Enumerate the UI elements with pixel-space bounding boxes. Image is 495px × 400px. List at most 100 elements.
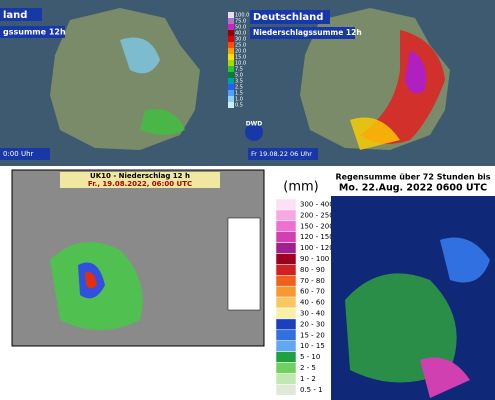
subtitle-box bbox=[250, 27, 355, 39]
legend-label: 100 - 120 bbox=[300, 244, 334, 252]
subtitle: gssumme 12h bbox=[3, 28, 66, 37]
legend-swatch bbox=[275, 362, 297, 374]
legend-label: 0.5 - 1 bbox=[300, 386, 323, 394]
subtitle-box bbox=[0, 26, 65, 38]
legend-label: 90 - 100 bbox=[300, 255, 329, 263]
legend-swatch bbox=[228, 84, 234, 90]
title-box bbox=[331, 170, 495, 196]
rain-area bbox=[345, 273, 457, 383]
title: Deutschland bbox=[253, 12, 323, 23]
legend-swatch bbox=[228, 60, 234, 66]
legend-label: 5 - 10 bbox=[300, 353, 320, 361]
legend-swatch bbox=[275, 209, 297, 222]
legend-swatch bbox=[228, 72, 234, 78]
legend-swatch bbox=[228, 30, 234, 36]
time: 0:00 Uhr bbox=[3, 150, 34, 158]
legend-label: 5.0 bbox=[235, 73, 243, 79]
legend-swatch bbox=[228, 12, 234, 18]
subtitle: Niederschlagssumme 12h bbox=[253, 28, 362, 37]
subtitle: Mo. 22.Aug. 2022 0600 UTC bbox=[339, 183, 487, 194]
time-box bbox=[248, 148, 318, 160]
title-box bbox=[250, 10, 330, 24]
legend-swatch bbox=[275, 231, 297, 243]
legend-swatch bbox=[275, 275, 297, 287]
legend-label: 50.0 bbox=[235, 25, 246, 31]
time: Fr 19.08.22 06 Uhr bbox=[251, 150, 312, 158]
legend-label: 1.0 bbox=[235, 97, 243, 103]
legend-label: 10 - 15 bbox=[300, 342, 325, 350]
legend-label: 1.5 bbox=[235, 91, 243, 97]
legend-label: 150 - 200 bbox=[300, 222, 334, 230]
logo: DWD bbox=[246, 121, 263, 128]
rain-area bbox=[440, 237, 490, 283]
legend-swatch bbox=[275, 198, 297, 211]
title: UK10 - Niederschlag 12 h bbox=[90, 172, 190, 180]
legend-swatch bbox=[228, 18, 234, 24]
legend-label: 1 - 2 bbox=[300, 375, 316, 383]
legend-swatch bbox=[275, 307, 297, 320]
legend-swatch bbox=[275, 373, 297, 385]
title: Regensumme über 72 Stunden bis bbox=[335, 173, 490, 182]
rain-area bbox=[85, 271, 97, 289]
legend-label: 20.0 bbox=[235, 49, 246, 55]
legend-swatch bbox=[228, 24, 234, 30]
legend-label: 100.0 bbox=[235, 13, 249, 19]
legend-label: 300 - 400 bbox=[300, 201, 334, 209]
legend-label: 80 - 90 bbox=[300, 266, 325, 274]
rain-area bbox=[120, 37, 160, 74]
legend-swatch bbox=[275, 285, 297, 298]
legend-label: 200 - 250 bbox=[300, 211, 334, 219]
subtitle: Fr., 19.08.2022, 06:00 UTC bbox=[88, 180, 192, 188]
legend: 100.075.050.040.030.025.020.015.010.07.5… bbox=[228, 12, 249, 109]
legend: 300 - 400 200 - 250 150 - 200 120 - 150 100 … bbox=[275, 198, 334, 396]
legend-swatch bbox=[228, 36, 234, 42]
rain-area bbox=[360, 30, 445, 144]
legend-swatch bbox=[228, 102, 234, 108]
legend-swatch bbox=[275, 296, 297, 309]
rain-area bbox=[140, 109, 185, 135]
legend-label: 15 - 20 bbox=[300, 331, 325, 339]
legend-swatch bbox=[275, 351, 297, 363]
legend-swatch bbox=[275, 220, 297, 232]
legend-swatch bbox=[275, 329, 297, 341]
rain-area bbox=[350, 117, 400, 150]
legend-label: 2 - 5 bbox=[300, 364, 316, 372]
legend-swatch bbox=[228, 54, 234, 60]
legend-label: 40.0 bbox=[235, 31, 246, 37]
legend-label: 75.0 bbox=[235, 19, 246, 25]
legend-label: 60 - 70 bbox=[300, 288, 325, 296]
legend-label: 10.0 bbox=[235, 61, 246, 67]
legend-label: 70 - 80 bbox=[300, 277, 325, 285]
legend-label: 7.5 bbox=[235, 67, 243, 73]
legend-swatch bbox=[275, 253, 297, 265]
legend-swatch bbox=[275, 242, 297, 254]
legend-label: 20 - 30 bbox=[300, 320, 325, 328]
legend-swatch bbox=[275, 384, 297, 396]
legend-label: 30.0 bbox=[235, 37, 246, 43]
legend-label: 30 - 40 bbox=[300, 310, 325, 318]
map-frame bbox=[11, 169, 265, 347]
legend-swatch bbox=[228, 90, 234, 96]
rain-area bbox=[420, 357, 470, 398]
rain-area bbox=[405, 50, 426, 94]
legend-label: 40 - 60 bbox=[300, 299, 325, 307]
legend-swatch bbox=[228, 78, 234, 84]
time-box bbox=[0, 148, 50, 160]
logo-circle bbox=[245, 123, 263, 141]
legend-swatch bbox=[228, 66, 234, 72]
title-box bbox=[60, 172, 220, 188]
legend-swatch bbox=[275, 318, 297, 331]
title: land bbox=[3, 10, 27, 21]
legend-label: 3.5 bbox=[235, 79, 243, 85]
unit: (mm) bbox=[283, 180, 318, 195]
legend-swatch bbox=[275, 340, 297, 352]
legend-swatch bbox=[228, 96, 234, 102]
legend-swatch bbox=[228, 42, 234, 48]
title-box bbox=[0, 8, 42, 21]
legend-label: 15.0 bbox=[235, 55, 246, 61]
legend-box bbox=[227, 217, 261, 311]
legend-swatch bbox=[228, 48, 234, 54]
legend-label: 2.5 bbox=[235, 85, 243, 91]
legend-label: 120 - 150 bbox=[300, 233, 334, 241]
